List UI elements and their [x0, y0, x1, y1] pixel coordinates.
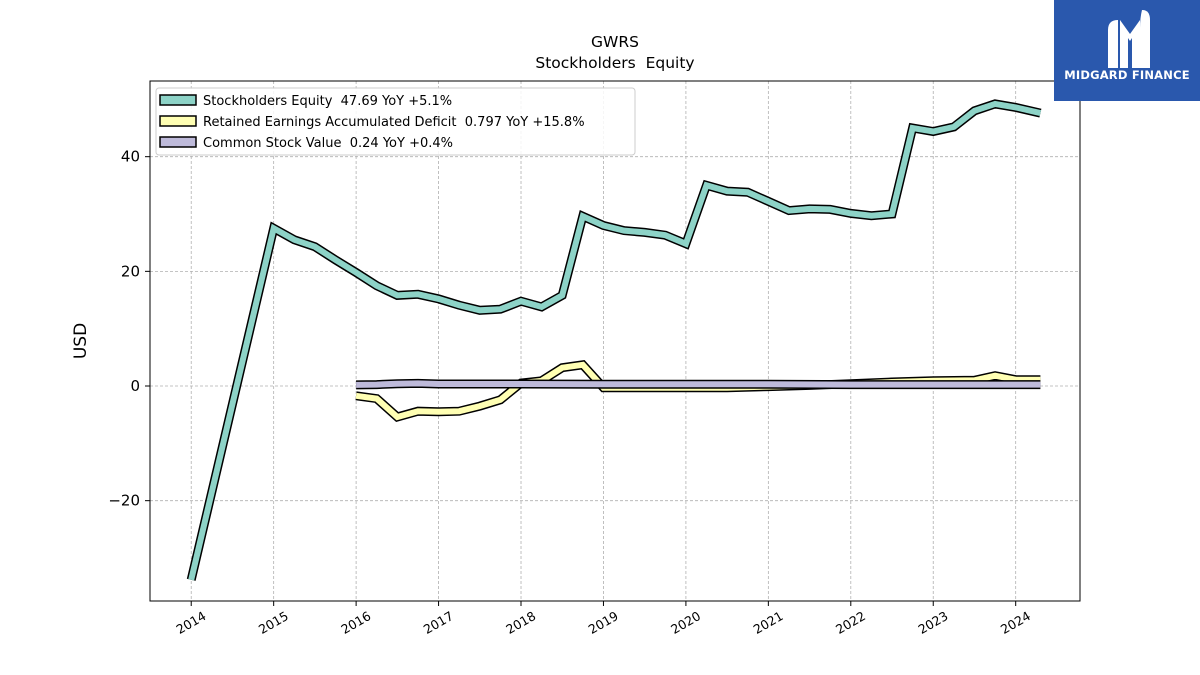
x-tick-label: 2024: [998, 608, 1033, 637]
series-outline-stockholders-equity: [186, 99, 1042, 581]
y-axis-label: USD: [71, 323, 91, 359]
legend-label-stockholders-equity: Stockholders Equity 47.69 YoY +5.1%: [203, 94, 452, 109]
x-tick-label: 2015: [256, 608, 291, 637]
series-line-stockholders-equity: [188, 100, 1042, 581]
legend-label-common-stock: Common Stock Value 0.24 YoY +0.4%: [203, 136, 453, 151]
x-tick-label: 2014: [173, 608, 208, 637]
x-tick-label: 2019: [586, 608, 621, 637]
legend: Stockholders Equity 47.69 YoY +5.1% Reta…: [155, 87, 636, 156]
x-tick-label: 2022: [833, 608, 868, 637]
y-tick-label: 0: [130, 377, 140, 395]
plot-frame: [149, 80, 1081, 602]
legend-label-retained-earnings: Retained Earnings Accumulated Deficit 0.…: [203, 115, 585, 130]
x-tick-label: 2023: [915, 608, 950, 637]
y-tick-label: 40: [121, 148, 140, 166]
grid-lines: [150, 81, 1080, 601]
midgard-logo-icon: [1108, 10, 1150, 68]
legend-swatch-retained-earnings: [159, 115, 197, 127]
brand-logo: MIDGARD FINANCE: [1054, 0, 1200, 101]
x-axis: 2014 2015 2016 2017 2018 2019 2020 2021 2022 2023…: [173, 601, 1033, 637]
x-tick-label: 2021: [751, 608, 786, 637]
brand-name: MIDGARD FINANCE: [1064, 68, 1190, 82]
x-tick-label: 2017: [421, 608, 456, 637]
x-tick-label: 2016: [338, 608, 373, 637]
legend-box: [155, 87, 636, 156]
legend-swatch-stockholders-equity: [159, 94, 197, 106]
chart-subtitle: Stockholders Equity: [535, 54, 694, 72]
series-layer: [186, 99, 1042, 581]
y-tick-label: 20: [121, 262, 140, 280]
x-tick-label: 2018: [503, 608, 538, 637]
series-line-common-stock: [356, 380, 1041, 388]
x-tick-label: 2020: [668, 608, 703, 637]
y-axis: −20 0 20 40: [108, 148, 150, 510]
y-tick-label: −20: [108, 492, 140, 510]
chart-title: GWRS: [591, 33, 639, 51]
legend-swatch-common-stock: [159, 136, 197, 148]
